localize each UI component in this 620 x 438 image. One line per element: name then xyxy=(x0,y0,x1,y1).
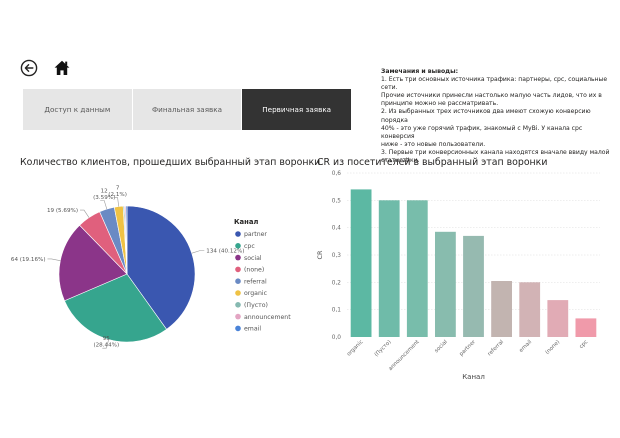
notes-title: Замечания и выводы: xyxy=(381,68,459,75)
pie-leader-line-1 xyxy=(102,339,109,349)
legend-marker-6 xyxy=(235,302,241,308)
pie-data-label-5: 7 xyxy=(116,186,120,192)
legend-label-7[interactable]: announcement xyxy=(244,314,291,321)
tab-final-application[interactable]: Финальная заявка xyxy=(131,89,242,130)
bar-chart-title: CR из посетителей в выбранный этап ворон… xyxy=(317,157,548,168)
legend-label-5[interactable]: organic xyxy=(244,290,268,297)
pie-data-label-4: 12 xyxy=(101,189,108,195)
x-tick-label-0: organic xyxy=(346,339,364,357)
pie-slice-0[interactable] xyxy=(126,205,196,330)
pie-data-label-3: 19 (5.69%) xyxy=(47,208,78,214)
tab-bar: Доступ к данным Финальная заявка Первичн… xyxy=(23,89,352,130)
pie-data-label-2: 64 (19.16%) xyxy=(11,257,46,263)
x-tick-label-2: announcement xyxy=(388,339,421,372)
legend-label-6[interactable]: (Пусто) xyxy=(244,302,268,309)
pie-slice-8[interactable] xyxy=(125,205,128,275)
legend-marker-4 xyxy=(235,278,241,284)
bar-7[interactable] xyxy=(547,300,569,337)
pie-data-label-4-pct: (3.59%) xyxy=(93,195,115,201)
legend-label-4[interactable]: referral xyxy=(244,278,267,285)
bar-6[interactable] xyxy=(519,282,541,337)
x-tick-label-5: referral xyxy=(487,339,505,357)
y-tick-label-5: 0,5 xyxy=(332,198,342,204)
notes-line: ниже - это новые пользователи. xyxy=(381,140,486,148)
notes-line: 40% - это уже горячий трафик, знакомый с… xyxy=(381,124,583,140)
notes-line: 2. Из выбранных трех источников два имею… xyxy=(381,108,591,124)
bar-1[interactable] xyxy=(378,200,400,337)
legend-label-2[interactable]: social xyxy=(244,255,262,262)
legend-label-1[interactable]: cpc xyxy=(244,243,255,250)
y-tick-label-0: 0,0 xyxy=(332,335,342,341)
pie-data-label-1: 95 xyxy=(103,336,111,342)
y-tick-label-6: 0,6 xyxy=(332,171,342,177)
x-tick-label-6: email xyxy=(518,339,533,354)
pie-leader-line-0 xyxy=(191,250,205,254)
legend-label-8[interactable]: email xyxy=(244,326,261,333)
bar-4[interactable] xyxy=(463,235,484,337)
legend-label-0[interactable]: partner xyxy=(244,231,267,238)
pie-data-label-0: 134 (40.12%) xyxy=(206,249,244,255)
pie-slice-1[interactable] xyxy=(64,273,167,343)
legend-marker-2 xyxy=(235,254,241,261)
pie-slice-2[interactable] xyxy=(58,224,128,302)
tab-primary-application[interactable]: Первичная заявка xyxy=(241,89,352,130)
notes-panel: Замечания и выводы: 1. Есть три основных… xyxy=(381,68,613,165)
notes-line: принципе можно не рассматривать. xyxy=(381,100,499,108)
bar-3[interactable] xyxy=(435,231,456,337)
y-tick-label-3: 0,3 xyxy=(332,253,342,259)
bar-5[interactable] xyxy=(491,281,512,337)
tab-data-access[interactable]: Доступ к данным xyxy=(23,89,132,130)
legend-marker-0 xyxy=(235,231,241,237)
home-icon[interactable] xyxy=(53,59,71,77)
pie-leader-line-4 xyxy=(100,200,108,210)
pie-leader-line-2 xyxy=(47,258,61,261)
y-axis-label: CR xyxy=(316,250,324,259)
notes-line: 3. Первые три конверсионных канала наход… xyxy=(381,148,610,156)
bar-0[interactable] xyxy=(350,189,372,337)
y-tick-label-1: 0,1 xyxy=(332,308,342,314)
pie-chart: 134 (40.12%) 95(28.44%) 64 (19.16%) 19 (5.6… xyxy=(11,186,291,349)
legend-marker-3 xyxy=(235,266,241,273)
pie-data-label-1-pct: (28.44%) xyxy=(93,343,119,349)
legend-marker-5 xyxy=(235,290,241,296)
notes-line: статистики. xyxy=(381,157,420,165)
pie-legend-title: Канал xyxy=(234,218,258,226)
x-tick-label-8: cpc xyxy=(578,339,589,350)
x-tick-label-4: partner xyxy=(459,339,478,358)
legend-marker-8 xyxy=(235,325,241,332)
x-tick-label-7: (none) xyxy=(544,339,561,356)
x-tick-label-1: (Пусто) xyxy=(374,339,393,358)
bar-chart: 0,0 0,1 0,2 0,3 0,4 0,5 0,6 CR organic (Пусто)ann… xyxy=(316,171,600,381)
pie-data-label-5-pct: (2.1%) xyxy=(108,192,127,198)
x-axis-label: Канал xyxy=(462,373,485,381)
notes-line: 1. Есть три основных источника трафика: … xyxy=(381,76,608,92)
back-arrow-circle-icon[interactable] xyxy=(20,59,38,77)
bar-2[interactable] xyxy=(406,200,428,337)
pie-chart-title: Количество клиентов, прошедших выбранный… xyxy=(20,157,321,168)
y-tick-label-4: 0,4 xyxy=(332,226,342,232)
notes-line: Прочие источники принесли настолько малу… xyxy=(381,92,602,100)
x-tick-label-3: social xyxy=(434,339,449,354)
pie-leader-line-5 xyxy=(113,197,119,207)
y-tick-label-2: 0,2 xyxy=(332,280,342,286)
legend-marker-7 xyxy=(235,313,241,320)
pie-leader-line-3 xyxy=(80,209,90,218)
bar-8[interactable] xyxy=(575,318,597,337)
legend-label-3[interactable]: (none) xyxy=(244,267,264,274)
legend-marker-1 xyxy=(235,243,241,249)
